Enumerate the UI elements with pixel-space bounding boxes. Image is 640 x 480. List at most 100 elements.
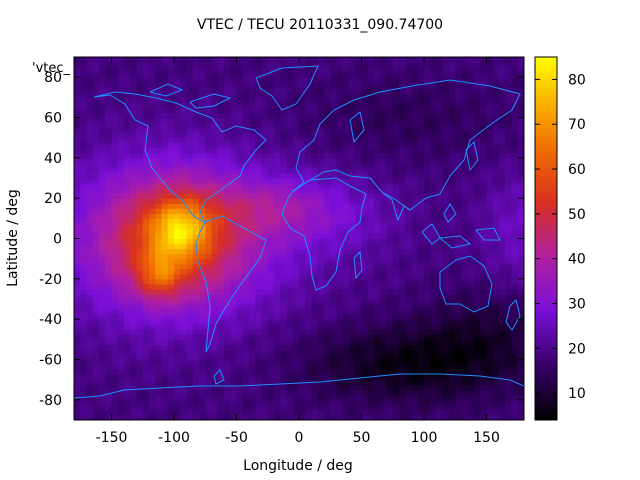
heat-cell — [349, 394, 356, 401]
heat-cell — [386, 344, 394, 351]
heat-cell — [292, 117, 300, 124]
heat-cell — [455, 57, 463, 63]
heat-cell — [299, 404, 306, 411]
heat-cell — [411, 57, 419, 63]
heat-cell — [424, 253, 431, 260]
heat-cell — [292, 349, 300, 356]
heat-cell — [155, 334, 163, 340]
heat-cell — [374, 344, 381, 351]
heat-cell — [336, 268, 344, 275]
heat-cell — [130, 299, 138, 305]
heat-cell — [180, 379, 188, 386]
heat-cell — [380, 122, 388, 129]
heat-cell — [299, 87, 306, 93]
heat-cell — [436, 127, 444, 134]
heat-cell — [199, 409, 206, 416]
heat-cell — [349, 384, 356, 391]
heat-cell — [174, 228, 181, 235]
heat-cell — [336, 97, 344, 103]
heat-cell — [161, 147, 169, 154]
heat-cell — [317, 162, 325, 169]
heat-cell — [349, 107, 356, 114]
heat-cell — [436, 132, 444, 139]
heat-cell — [461, 309, 469, 315]
heat-cell — [411, 344, 419, 351]
heat-cell — [192, 304, 200, 310]
heat-cell — [236, 349, 244, 356]
heat-cell — [124, 384, 131, 391]
heat-cell — [386, 137, 394, 144]
heat-cell — [380, 409, 388, 416]
heat-cell — [217, 67, 225, 73]
heat-cell — [255, 384, 263, 391]
heat-cell — [299, 288, 306, 295]
heat-cell — [267, 122, 275, 129]
heat-cell — [174, 263, 181, 270]
heat-cell — [236, 107, 244, 114]
heat-cell — [349, 193, 356, 199]
heat-cell — [436, 137, 444, 144]
heat-cell — [392, 304, 400, 310]
heat-cell — [311, 359, 319, 366]
heat-cell — [136, 354, 144, 361]
heat-cell — [355, 208, 363, 214]
heat-cell — [342, 248, 350, 255]
heat-cell — [186, 233, 194, 240]
heat-cell — [167, 178, 175, 184]
heat-cell — [230, 369, 238, 376]
heat-cell — [274, 409, 281, 416]
heat-cell — [167, 404, 175, 411]
heat-cell — [117, 243, 125, 250]
heat-cell — [230, 389, 238, 396]
heat-cell — [455, 203, 463, 209]
heat-cell — [230, 238, 238, 245]
heat-cell — [374, 349, 381, 356]
heat-cell — [86, 122, 94, 129]
heat-cell — [492, 57, 500, 63]
heat-cell — [430, 127, 438, 134]
heat-cell — [330, 127, 338, 134]
heat-cell — [292, 268, 300, 275]
heat-cell — [417, 369, 425, 376]
heat-cell — [355, 157, 363, 164]
heat-cell — [305, 364, 313, 371]
heat-cell — [324, 414, 331, 420]
heat-cell — [455, 354, 463, 361]
heat-cell — [236, 258, 244, 265]
heat-cell — [399, 223, 406, 230]
heat-cell — [311, 92, 319, 98]
heat-cell — [111, 112, 119, 119]
heat-cell — [436, 142, 444, 149]
heat-cell — [117, 132, 125, 139]
heat-cell — [92, 97, 100, 103]
heat-cell — [361, 82, 369, 88]
heat-cell — [286, 414, 294, 420]
heat-cell — [342, 157, 350, 164]
heat-cell — [386, 268, 394, 275]
heat-cell — [230, 157, 238, 164]
heat-cell — [374, 198, 381, 204]
heat-cell — [374, 273, 381, 280]
heat-cell — [80, 87, 88, 93]
heat-cell — [399, 319, 406, 325]
heat-cell — [142, 72, 150, 78]
heat-cell — [142, 314, 150, 320]
heat-cell — [349, 62, 356, 68]
heat-cell — [99, 112, 106, 119]
heat-cell — [149, 253, 156, 260]
heat-cell — [105, 394, 113, 401]
heat-cell — [342, 334, 350, 340]
heat-cell — [399, 127, 406, 134]
heat-cell — [205, 354, 213, 361]
heat-cell — [86, 117, 94, 124]
heat-cell — [436, 167, 444, 174]
heat-cell — [286, 82, 294, 88]
heat-cell — [86, 57, 94, 63]
heat-cell — [374, 379, 381, 386]
heat-cell — [349, 258, 356, 265]
heat-cell — [211, 253, 219, 260]
heat-cell — [217, 248, 225, 255]
heat-cell — [499, 208, 506, 214]
heat-cell — [492, 142, 500, 149]
heat-cell — [267, 339, 275, 345]
